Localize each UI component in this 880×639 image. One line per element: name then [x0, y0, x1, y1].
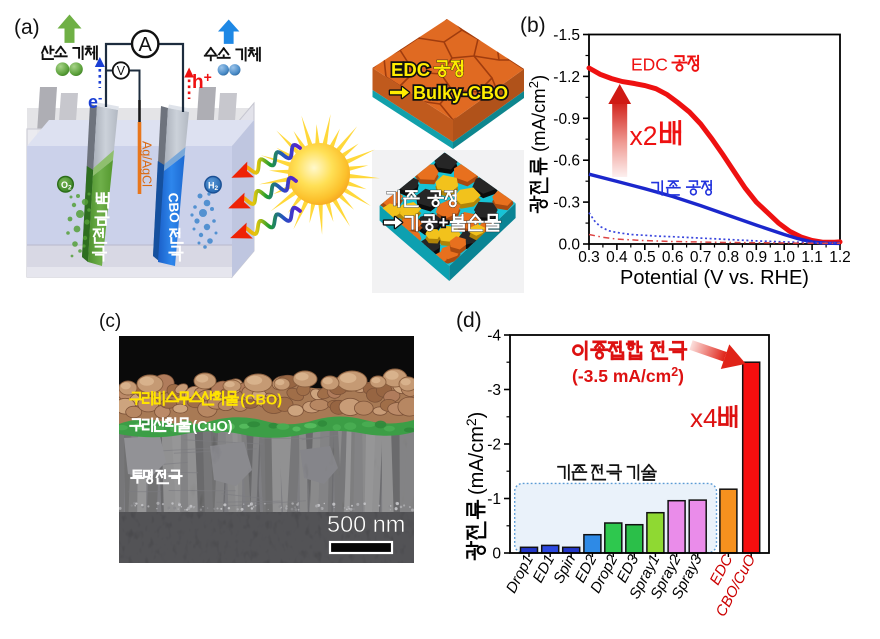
svg-text:-0.3: -0.3	[553, 195, 580, 212]
svg-text:(CBO): (CBO)	[240, 393, 282, 409]
svg-text:Bulky-CBO: Bulky-CBO	[413, 83, 508, 103]
svg-text:(c): (c)	[99, 311, 121, 332]
svg-text:(CuO): (CuO)	[192, 419, 232, 435]
svg-text:0.3: 0.3	[578, 249, 600, 266]
svg-text:EDC: EDC	[391, 59, 430, 80]
svg-text:(-3.5 mA/cm2): (-3.5 mA/cm2)	[572, 365, 684, 386]
svg-text:+: +	[439, 213, 449, 232]
svg-text:Ag/AgCl: Ag/AgCl	[140, 141, 154, 187]
svg-text:-0.6: -0.6	[553, 153, 580, 170]
svg-text:0.7: 0.7	[690, 249, 712, 266]
svg-text:(d): (d)	[456, 309, 482, 332]
svg-text:-3: -3	[487, 382, 501, 399]
svg-text:CBO: CBO	[166, 192, 183, 223]
svg-text:-4: -4	[487, 328, 501, 345]
svg-text:1.2: 1.2	[829, 249, 851, 266]
svg-text:0: 0	[492, 546, 501, 563]
svg-text:-1.2: -1.2	[553, 69, 580, 86]
svg-text:Potential (V vs. RHE): Potential (V vs. RHE)	[620, 267, 809, 289]
svg-text:(a): (a)	[14, 16, 40, 39]
svg-text:1.0: 1.0	[773, 249, 795, 266]
svg-text:EDC: EDC	[631, 55, 668, 75]
svg-text:0.4: 0.4	[606, 249, 628, 266]
svg-text:0.5: 0.5	[634, 249, 656, 266]
svg-text:-1.5: -1.5	[553, 27, 580, 44]
svg-text:x4: x4	[690, 403, 717, 433]
svg-text:-1: -1	[487, 491, 501, 508]
svg-text:1.1: 1.1	[801, 249, 823, 266]
svg-text:0.8: 0.8	[718, 249, 740, 266]
svg-text:0.0: 0.0	[558, 237, 580, 254]
svg-text:-2: -2	[487, 437, 501, 454]
svg-text:0.9: 0.9	[746, 249, 768, 266]
svg-text:V: V	[117, 64, 126, 78]
svg-text:x2: x2	[630, 121, 658, 151]
svg-text:(b): (b)	[520, 14, 546, 37]
svg-text:500 nm: 500 nm	[327, 511, 405, 537]
svg-text:-0.9: -0.9	[553, 111, 580, 128]
svg-text:A: A	[139, 34, 153, 56]
svg-text:0.6: 0.6	[662, 249, 684, 266]
